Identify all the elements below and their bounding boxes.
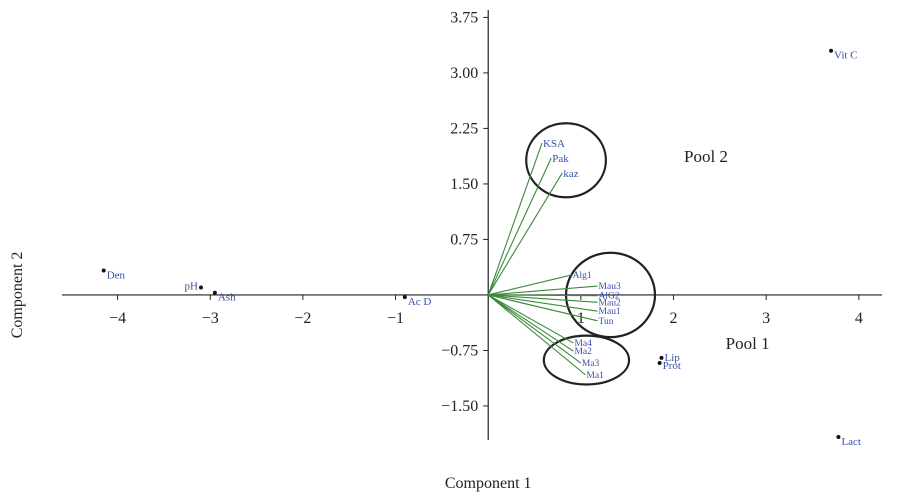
loading-vector-label: Alg1 (573, 271, 592, 281)
loading-vector-label: Pak (552, 153, 569, 165)
loading-vector-line (488, 294, 598, 312)
x-tick-label: −2 (294, 310, 311, 327)
loading-vector-label: Ma2 (574, 347, 592, 357)
y-tick-label: −1.50 (441, 398, 478, 415)
loading-vector-line (487, 294, 586, 376)
loading-vector-label: Mau2 (599, 298, 621, 308)
x-tick-label: 3 (762, 310, 770, 327)
x-ticks: −4 −3 −2 −1 1 2 3 4 (109, 294, 863, 327)
pool-label: Pool 1 (726, 334, 770, 353)
pool-labels: Pool 2 Pool 1 (684, 147, 770, 353)
score-point (659, 355, 664, 360)
loading-vector-label: Ma1 (587, 371, 605, 381)
x-tick-label: −3 (202, 310, 219, 327)
score-point-label: Prot (663, 360, 681, 372)
score-point-label: Ash (218, 292, 236, 304)
cluster-circle (525, 122, 607, 199)
y-tick-label: 0.75 (450, 231, 478, 248)
loading-vector-label: kaz (563, 168, 578, 180)
score-point (657, 361, 662, 366)
loading-vector-line (487, 294, 574, 352)
y-tick-label: 3.75 (450, 9, 478, 26)
loading-vector-label: Mau1 (599, 307, 621, 317)
loading-vector-line (488, 294, 598, 322)
score-point (829, 48, 834, 53)
score-point-label: Lact (841, 436, 861, 448)
score-point (402, 295, 407, 300)
score-point-label: pH (185, 281, 199, 293)
y-tick-label: 1.50 (450, 176, 478, 193)
loading-vector-line (488, 274, 572, 296)
score-point-label: Lip (664, 352, 680, 364)
score-point (212, 290, 217, 295)
loading-vector-label: Ma3 (582, 359, 600, 369)
loading-vector-label: AlG2 (599, 292, 620, 302)
cluster-circle (542, 334, 631, 386)
score-point (198, 285, 203, 290)
loading-vector-line (487, 294, 574, 344)
score-point-label: Den (107, 270, 126, 282)
score-point-label: Ac D (408, 296, 432, 308)
pool-label: Pool 2 (684, 147, 728, 166)
y-tick-label: −0.75 (441, 342, 478, 359)
x-tick-label: −4 (109, 310, 126, 327)
loading-vector-line (487, 294, 582, 364)
loading-vector-label: Tun (599, 317, 614, 327)
loading-vector-line (488, 294, 598, 303)
x-tick-label: −1 (387, 310, 404, 327)
loading-vector-line (487, 143, 543, 296)
y-ticks: 3.75 3.00 2.25 1.50 0.75 −0.75 −1.50 (441, 9, 489, 415)
loading-vector-line (488, 294, 598, 297)
score-point-label: Vit C (834, 50, 857, 62)
loading-vector-label: Mau3 (599, 282, 621, 292)
loading-vector-line (487, 157, 552, 296)
axes (62, 10, 882, 440)
loading-vector-label: KSA (543, 138, 565, 150)
x-tick-label: 4 (855, 310, 863, 327)
x-tick-label: 2 (670, 310, 678, 327)
y-tick-label: 3.00 (450, 65, 478, 82)
x-axis-title: Component 1 (445, 475, 532, 492)
loading-vector-label: Ma4 (574, 339, 592, 349)
loading-vector-line (488, 285, 598, 296)
loading-vector-line (487, 172, 563, 296)
y-axis-title: Component 2 (9, 252, 26, 339)
x-tick-label: 1 (577, 310, 585, 327)
score-point (101, 268, 106, 273)
y-tick-label: 2.25 (450, 120, 478, 137)
score-point (836, 435, 841, 440)
